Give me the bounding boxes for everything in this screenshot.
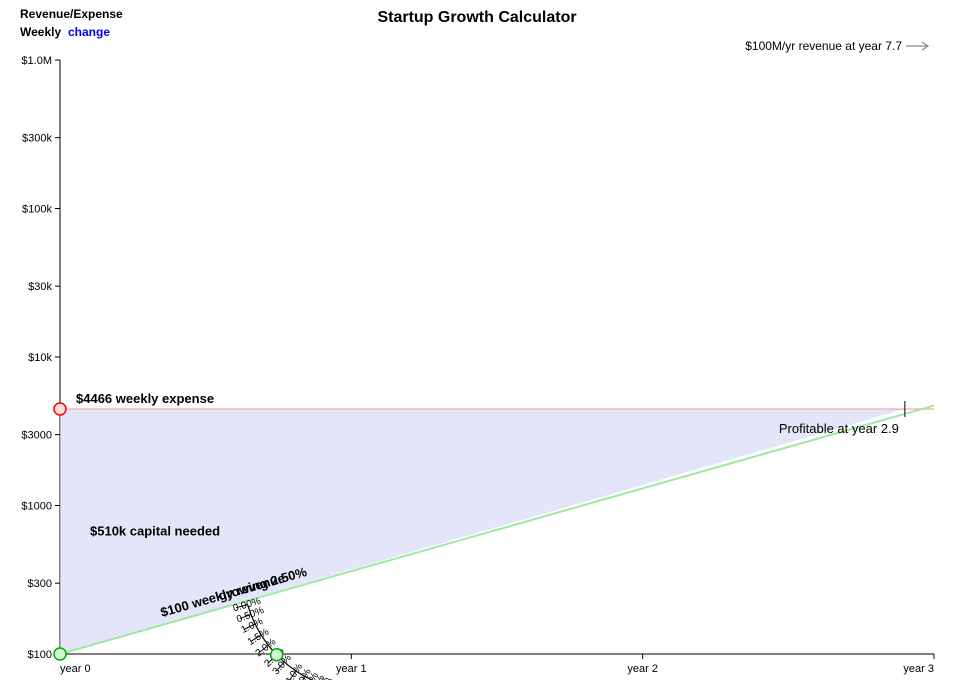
x-tick-label: year 2 [627, 663, 658, 675]
y-tick-label: $1.0M [21, 55, 52, 67]
target-label: $100M/yr revenue at year 7.7 [745, 39, 902, 53]
x-tick-label: year 3 [903, 663, 934, 675]
expense-label: $4466 weekly expense [76, 391, 214, 406]
growth-chart: Startup Growth Calculator Revenue/Expense… [0, 0, 954, 680]
y-tick-label: $300 [28, 578, 52, 590]
y-tick-label: $1000 [21, 501, 52, 513]
y-tick-label: $10k [28, 352, 52, 364]
x-tick-label: year 0 [60, 663, 91, 675]
expense-handle[interactable] [54, 403, 66, 415]
y-tick-label: $100k [22, 204, 52, 216]
profitable-label: Profitable at year 2.9 [779, 421, 899, 436]
y-tick-label: $100 [28, 649, 52, 661]
y-tick-label: $300k [22, 133, 52, 145]
period-label: Weekly [20, 25, 61, 39]
y-axis-title: Revenue/Expense [20, 7, 123, 21]
change-period-link[interactable]: change [68, 25, 110, 39]
y-tick-label: $30k [28, 281, 52, 293]
chart-title: Startup Growth Calculator [377, 9, 576, 26]
revenue-handle[interactable] [54, 648, 66, 660]
capital-needed-label: $510k capital needed [90, 523, 220, 538]
x-tick-label: year 1 [336, 663, 367, 675]
growth-dial-handle[interactable] [271, 649, 283, 661]
y-tick-label: $3000 [21, 430, 52, 442]
